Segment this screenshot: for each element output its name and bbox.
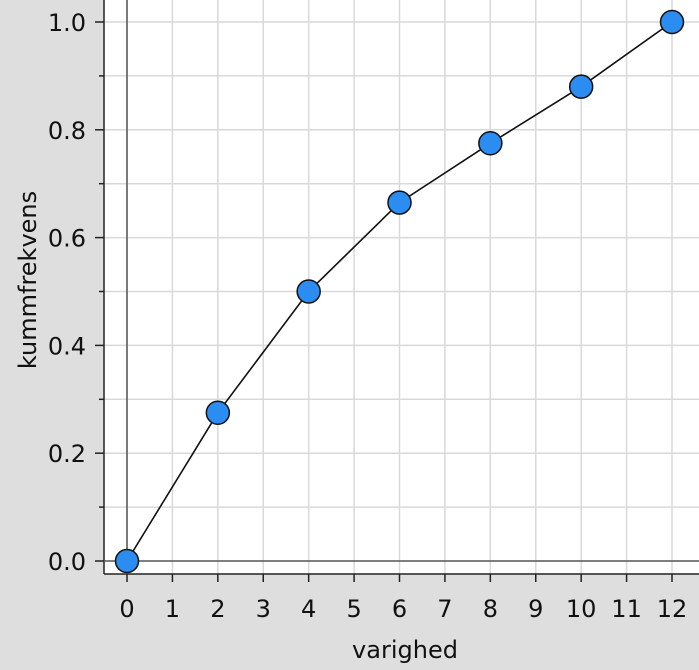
x-tick-label: 9	[528, 595, 543, 623]
x-tick-label: 3	[256, 595, 271, 623]
y-axis-title: kummfrekvens	[14, 191, 42, 369]
plot-area	[104, 0, 699, 574]
x-tick-label: 10	[566, 595, 597, 623]
data-point	[659, 9, 685, 35]
data-point	[296, 279, 321, 304]
data-point	[114, 548, 140, 574]
y-tick-label: 0.2	[48, 440, 86, 468]
ticks: 0 1 2 3 4 5 6 7 8 9 10 11 120.00.20.40.60.81.0	[48, 9, 687, 623]
x-axis-title: varighed	[352, 636, 458, 664]
y-tick-label: 0.0	[48, 548, 86, 576]
gridlines	[104, 0, 699, 574]
x-tick-label: 12	[657, 595, 688, 623]
data-point	[387, 190, 412, 215]
data-point	[478, 131, 503, 156]
y-tick-label: 0.6	[48, 225, 86, 253]
y-tick-label: 0.4	[48, 332, 86, 360]
x-tick-label: 8	[483, 595, 498, 623]
data-point	[205, 400, 231, 426]
x-tick-label: 7	[437, 595, 452, 623]
x-tick-label: 5	[346, 595, 361, 623]
x-tick-label: 11	[611, 595, 642, 623]
x-tick-label: 2	[210, 595, 225, 623]
x-tick-label: 6	[392, 595, 407, 623]
x-tick-label: 1	[165, 595, 180, 623]
series-group	[114, 9, 685, 574]
axes	[103, 0, 699, 575]
y-tick-label: 0.8	[48, 117, 86, 145]
x-tick-label: 0	[119, 595, 134, 623]
y-tick-label: 1.0	[48, 9, 86, 37]
x-tick-label: 4	[301, 595, 316, 623]
data-point	[568, 74, 594, 99]
